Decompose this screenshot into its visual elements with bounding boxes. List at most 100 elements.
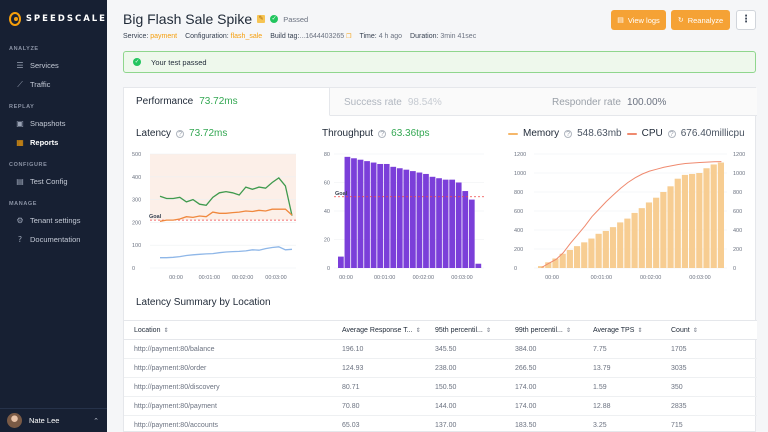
memory-bar — [681, 174, 689, 268]
tab-responder-rate[interactable]: Responder rate 100.00% — [536, 88, 757, 116]
table-row[interactable]: http://payment:80/balance 196.10 345.50 384… — [124, 339, 757, 359]
memory-cpu-chart[interactable]: 1200 1000 800 600 400 200 0 00:00 00:01:00 00:02:… — [508, 146, 757, 286]
status-badge: Passed — [283, 14, 309, 24]
tab-performance[interactable]: Performance 73.72ms — [124, 88, 330, 116]
logo-text: SPEEDSCALE — [25, 14, 107, 24]
chart-title-label: Memory — [523, 128, 560, 139]
sidebar-item-label: Snapshots — [30, 119, 66, 128]
x-tick-label: 00:02:00 — [413, 275, 434, 281]
view-logs-button[interactable]: ▤ View logs — [611, 10, 666, 30]
table-cell: 65.03 — [342, 415, 435, 432]
throughput-chart[interactable]: 80 60 40 20 0 00:00 00:01:00 00:02:00 00:03:00 Go… — [314, 146, 504, 286]
sort-icon[interactable]: ⇕ — [637, 326, 643, 334]
speedscale-logo-icon — [9, 12, 21, 26]
table-row[interactable]: http://payment:80/payment 70.80 144.00 174.… — [124, 396, 757, 416]
memory-bar — [624, 218, 631, 268]
table-cell: http://payment:80/balance — [124, 339, 342, 359]
throughput-bar — [468, 199, 475, 268]
column-header-p99[interactable]: 99th percentil... ⇕ — [515, 320, 593, 340]
x-tick-label: 00:00 — [339, 275, 353, 281]
memory-bar — [660, 192, 667, 268]
table-cell: 384.00 — [515, 339, 593, 359]
sort-icon[interactable]: ⇕ — [565, 326, 571, 334]
help-icon[interactable]: ? — [564, 129, 573, 138]
sort-icon[interactable]: ⇕ — [163, 326, 169, 334]
throughput-bar — [416, 172, 423, 268]
column-header-p95[interactable]: 95th percentil... ⇕ — [435, 320, 515, 340]
y-tick-label: 1000 — [514, 171, 526, 177]
throughput-bar — [462, 191, 469, 268]
y-tick-label: 80 — [324, 152, 330, 158]
copy-icon[interactable]: ❐ — [346, 34, 352, 40]
logo[interactable]: SPEEDSCALE — [0, 0, 107, 38]
column-header-avg-tps[interactable]: Average TPS ⇕ — [593, 320, 671, 340]
latency-series-1 — [159, 208, 293, 222]
table-row[interactable]: http://payment:80/order 124.93 238.00 266.5… — [124, 358, 757, 378]
section-title-analyze: ANALYZE — [9, 46, 39, 52]
table-row[interactable]: http://payment:80/accounts 65.03 137.00 183… — [124, 415, 757, 432]
throughput-bar — [370, 162, 377, 268]
memory-bar — [595, 233, 602, 268]
meta-value: ...1644403265 — [299, 33, 345, 40]
memory-bar — [581, 242, 588, 268]
sort-icon[interactable]: ⇕ — [415, 326, 421, 334]
sidebar-item-documentation[interactable]: ? Documentation — [0, 230, 107, 249]
logs-icon: ▤ — [617, 16, 624, 24]
edit-icon[interactable]: ✎ — [257, 15, 266, 23]
sort-icon[interactable]: ⇕ — [485, 326, 491, 334]
table-cell: 150.50 — [435, 377, 515, 397]
chevron-up-icon[interactable]: ⌃ — [93, 416, 99, 425]
y-tick-label: 1200 — [514, 152, 526, 158]
x-tick-label: 00:02:00 — [640, 275, 661, 281]
sort-icon[interactable]: ⇕ — [692, 326, 698, 334]
help-icon[interactable]: ? — [667, 129, 676, 138]
memory-bar — [653, 197, 660, 268]
chart-title-value: 63.36tps — [391, 128, 430, 139]
help-icon[interactable]: ? — [378, 129, 387, 138]
column-header-avg-response[interactable]: Average Response T... ⇕ — [342, 320, 435, 340]
meta-label: Time: — [359, 33, 377, 40]
sidebar-item-test-config[interactable]: ▤ Test Config — [0, 172, 107, 191]
column-header-location[interactable]: Location ⇕ — [124, 320, 342, 340]
throughput-bar — [410, 171, 416, 268]
throughput-bar — [377, 163, 384, 268]
more-options-button[interactable]: ⋮ — [736, 10, 756, 30]
throughput-bar — [436, 178, 442, 268]
memory-bar — [674, 178, 681, 268]
meta-value: 4 h ago — [378, 33, 403, 40]
table-cell: 3035 — [671, 358, 757, 378]
help-icon[interactable]: ? — [176, 129, 185, 138]
table-cell: http://payment:80/discovery — [124, 377, 342, 397]
table-cell: 2835 — [671, 396, 757, 416]
y2-tick-label: 0 — [733, 266, 736, 272]
y-tick-label: 0 — [132, 266, 135, 272]
y2-tick-label: 400 — [733, 228, 742, 234]
meta-value[interactable]: payment — [150, 33, 178, 40]
table-row[interactable]: http://payment:80/discovery 80.71 150.50 17… — [124, 377, 757, 397]
column-header-count[interactable]: Count ⇕ — [671, 320, 757, 340]
meta-value[interactable]: flash_sale — [230, 33, 263, 40]
tab-success-rate[interactable]: Success rate 98.54% — [330, 88, 536, 116]
tab-label: Performance — [136, 96, 194, 107]
table-cell: 350 — [671, 377, 757, 397]
y-tick-label: 200 — [132, 220, 141, 226]
avatar — [7, 413, 22, 428]
sidebar-item-reports[interactable]: ▦ Reports — [0, 133, 107, 152]
latency-chart[interactable]: 500 400 300 200 100 0 00:00 00:01:00 00:02:00 00:… — [124, 146, 324, 286]
refresh-icon: ↻ — [677, 16, 684, 24]
throughput-bar — [475, 263, 482, 268]
user-menu[interactable]: Nate Lee ⌃ — [0, 408, 107, 432]
y2-tick-label: 800 — [733, 190, 742, 196]
table-cell: 196.10 — [342, 339, 435, 359]
memory-bar — [602, 230, 609, 268]
metric-tabs: Performance 73.72ms Success rate 98.54% … — [124, 88, 757, 116]
x-tick-label: 00:01:00 — [199, 275, 220, 281]
reanalyze-button[interactable]: ↻ Reanalyze — [671, 10, 730, 30]
sidebar-item-tenant-settings[interactable]: ⚙ Tenant settings — [0, 211, 107, 230]
meta-label: Build tag: — [270, 33, 300, 40]
y-tick-label: 0 — [514, 266, 517, 272]
sidebar-item-traffic[interactable]: ⟋ Traffic — [0, 75, 107, 94]
column-header-label: Count — [671, 326, 690, 334]
sidebar-item-services[interactable]: ☰ Services — [0, 56, 107, 75]
sidebar-item-snapshots[interactable]: ▣ Snapshots — [0, 114, 107, 133]
